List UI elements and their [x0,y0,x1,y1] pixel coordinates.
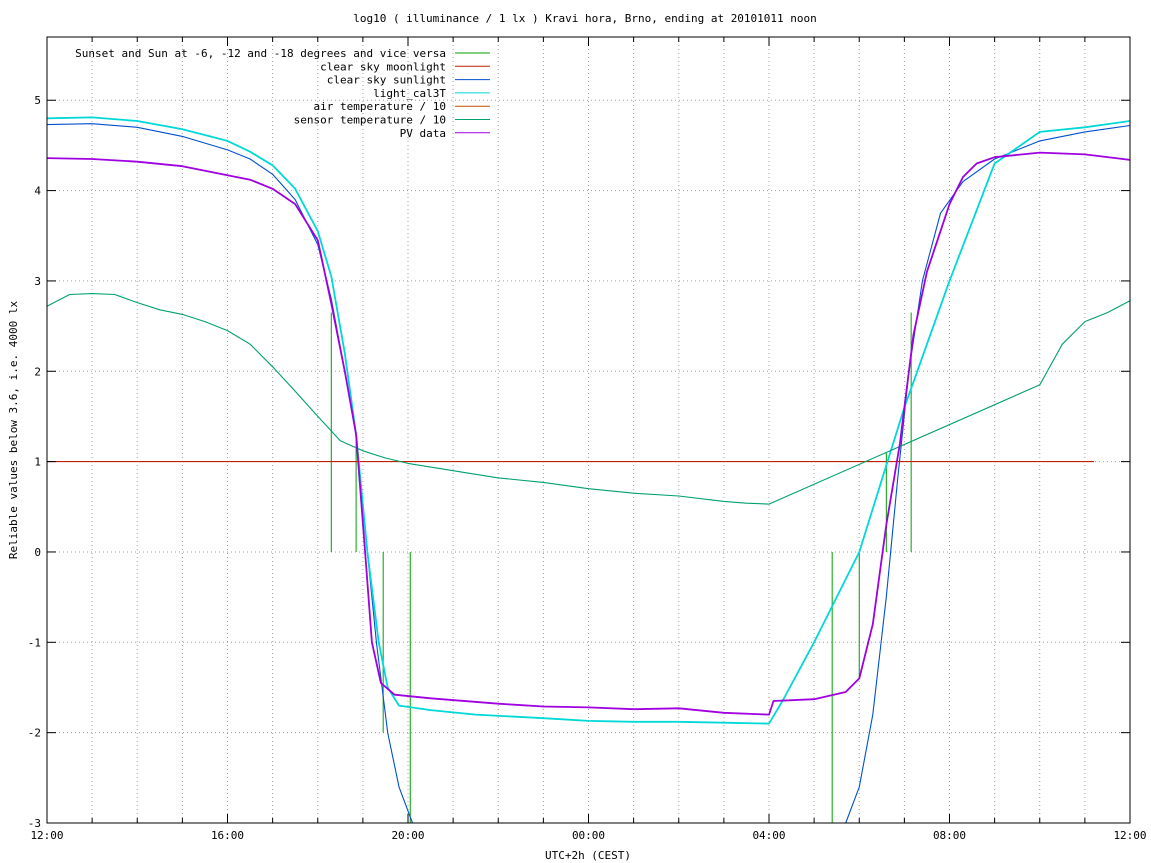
x-tick-label: 08:00 [933,829,966,842]
y-tick-label: 2 [34,365,41,378]
legend-entry-label: PV data [400,127,446,140]
y-tick-label: 0 [34,546,41,559]
x-tick-label: 16:00 [211,829,244,842]
series-line [46,151,1131,716]
y-tick-label: -3 [28,817,41,830]
series-line [46,123,1131,824]
x-axis-label: UTC+2h (CEST) [545,849,631,862]
legend-entry-label: clear sky moonlight [320,60,446,73]
y-tick-label: -2 [28,727,41,740]
ticks: 12:00 16:00 20:00 00:00 04:00 08:00 12:00-3-2-… [28,37,1147,842]
series-line [46,116,1131,725]
y-tick-label: 3 [34,275,41,288]
y-tick-label: 1 [34,456,41,469]
x-tick-label: 04:00 [752,829,785,842]
chart-title: log10 ( illuminance / 1 lx ) Kravi hora,… [353,12,817,25]
series-line [46,293,1131,505]
y-tick-label: 5 [34,94,41,107]
legend-entry-label: light_cal3T [373,87,446,100]
x-tick-label: 00:00 [572,829,605,842]
y-axis-label: Reliable values below 3.6, i.e. 4000 lx [7,300,20,559]
legend-entry-label: sensor temperature / 10 [294,114,446,127]
series-layer [46,116,1131,824]
y-tick-label: -1 [28,636,41,649]
x-tick-label: 20:00 [391,829,424,842]
grid [47,37,1130,823]
legend: Sunset and Sun at -6, -12 and -18 degree… [75,47,490,140]
legend-entry-label: Sunset and Sun at -6, -12 and -18 degree… [75,47,446,60]
legend-entry-label: air temperature / 10 [314,100,446,113]
x-tick-label: 12:00 [30,829,63,842]
x-tick-label: 12:00 [1113,829,1146,842]
y-tick-label: 4 [34,185,41,198]
legend-entry-label: clear sky sunlight [327,74,446,87]
